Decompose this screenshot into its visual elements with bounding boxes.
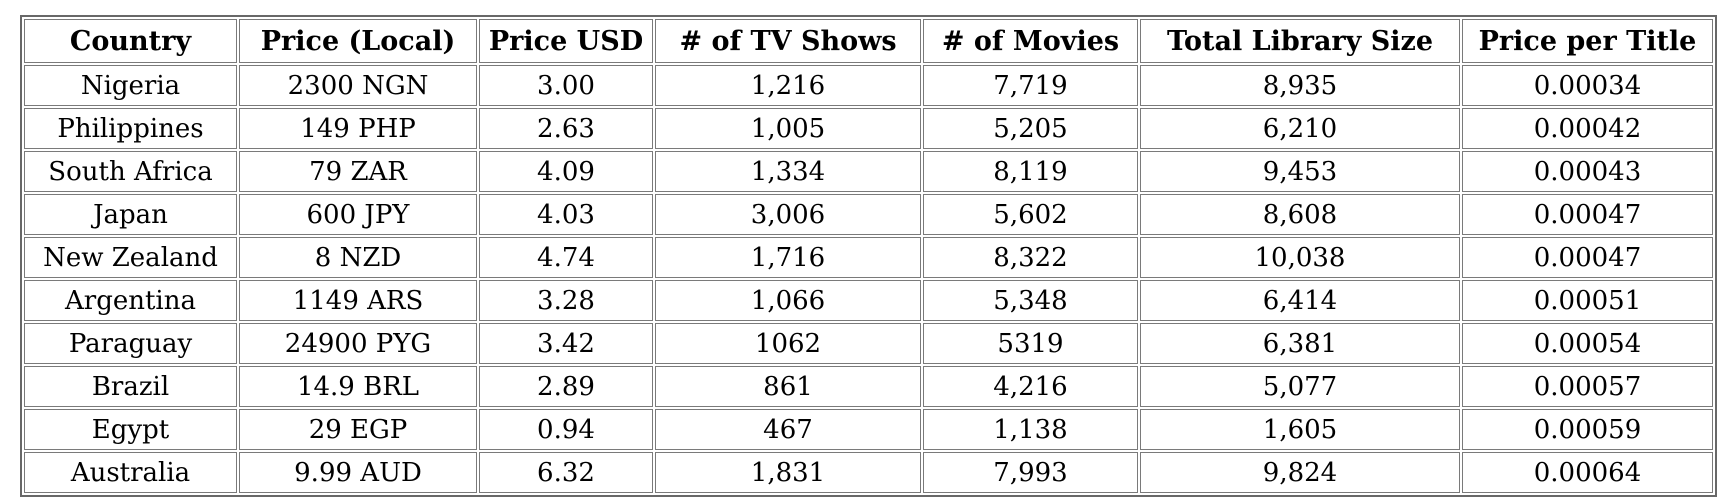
cell-egypt-country: Egypt — [24, 409, 237, 450]
cell-paraguay-of-tv-shows: 1062 — [655, 323, 921, 364]
cell-japan-price-per-title: 0.00047 — [1462, 194, 1713, 235]
cell-new-zealand-price-local: 8 NZD — [239, 237, 477, 278]
cell-nigeria-country: Nigeria — [24, 65, 237, 106]
table-row-argentina: Argentina 1149 ARS 3.28 1,066 5,348 6,414 0.00… — [24, 280, 1713, 321]
column-header-price-usd: Price USD — [479, 19, 653, 63]
cell-japan-price-local: 600 JPY — [239, 194, 477, 235]
cell-argentina-price-per-title: 0.00051 — [1462, 280, 1713, 321]
cell-argentina-price-usd: 3.28 — [479, 280, 653, 321]
cell-brazil-of-tv-shows: 861 — [655, 366, 921, 407]
table-row-japan: Japan 600 JPY 4.03 3,006 5,602 8,608 0.00047 — [24, 194, 1713, 235]
cell-philippines-price-usd: 2.63 — [479, 108, 653, 149]
cell-japan-price-usd: 4.03 — [479, 194, 653, 235]
cell-south-africa-price-local: 79 ZAR — [239, 151, 477, 192]
cell-egypt-price-local: 29 EGP — [239, 409, 477, 450]
cell-paraguay-total-library-size: 6,381 — [1140, 323, 1460, 364]
cell-argentina-of-tv-shows: 1,066 — [655, 280, 921, 321]
cell-argentina-total-library-size: 6,414 — [1140, 280, 1460, 321]
cell-australia-price-usd: 6.32 — [479, 452, 653, 493]
cell-philippines-of-movies: 5,205 — [923, 108, 1138, 149]
cell-new-zealand-of-tv-shows: 1,716 — [655, 237, 921, 278]
table-row-philippines: Philippines 149 PHP 2.63 1,005 5,205 6,210 0.0… — [24, 108, 1713, 149]
table-header: Country Price (Local) Price USD # of TV Sho… — [24, 19, 1713, 63]
cell-philippines-of-tv-shows: 1,005 — [655, 108, 921, 149]
cell-paraguay-of-movies: 5319 — [923, 323, 1138, 364]
cell-egypt-price-usd: 0.94 — [479, 409, 653, 450]
cell-argentina-price-local: 1149 ARS — [239, 280, 477, 321]
cell-philippines-country: Philippines — [24, 108, 237, 149]
cell-argentina-of-movies: 5,348 — [923, 280, 1138, 321]
cell-brazil-country: Brazil — [24, 366, 237, 407]
cell-nigeria-price-per-title: 0.00034 — [1462, 65, 1713, 106]
column-header-total-library-size: Total Library Size — [1140, 19, 1460, 63]
cell-nigeria-of-movies: 7,719 — [923, 65, 1138, 106]
cell-australia-of-movies: 7,993 — [923, 452, 1138, 493]
cell-australia-country: Australia — [24, 452, 237, 493]
cell-brazil-price-usd: 2.89 — [479, 366, 653, 407]
table-row-paraguay: Paraguay 24900 PYG 3.42 1062 5319 6,381 0.0005… — [24, 323, 1713, 364]
cell-new-zealand-total-library-size: 10,038 — [1140, 237, 1460, 278]
header-row: Country Price (Local) Price USD # of TV Sho… — [24, 19, 1713, 63]
table-body: Nigeria 2300 NGN 3.00 1,216 7,719 8,935 0.0003… — [24, 65, 1713, 493]
table-row-australia: Australia 9.99 AUD 6.32 1,831 7,993 9,824 0.00… — [24, 452, 1713, 493]
table-row-brazil: Brazil 14.9 BRL 2.89 861 4,216 5,077 0.00057 — [24, 366, 1713, 407]
cell-south-africa-country: South Africa — [24, 151, 237, 192]
cell-egypt-of-tv-shows: 467 — [655, 409, 921, 450]
cell-south-africa-of-tv-shows: 1,334 — [655, 151, 921, 192]
cell-australia-price-local: 9.99 AUD — [239, 452, 477, 493]
cell-japan-of-tv-shows: 3,006 — [655, 194, 921, 235]
cell-egypt-price-per-title: 0.00059 — [1462, 409, 1713, 450]
cell-nigeria-price-usd: 3.00 — [479, 65, 653, 106]
cell-nigeria-of-tv-shows: 1,216 — [655, 65, 921, 106]
cell-south-africa-price-per-title: 0.00043 — [1462, 151, 1713, 192]
cell-philippines-total-library-size: 6,210 — [1140, 108, 1460, 149]
cell-new-zealand-of-movies: 8,322 — [923, 237, 1138, 278]
data-table: Country Price (Local) Price USD # of TV Sho… — [20, 15, 1717, 497]
cell-brazil-price-local: 14.9 BRL — [239, 366, 477, 407]
cell-south-africa-of-movies: 8,119 — [923, 151, 1138, 192]
cell-paraguay-price-usd: 3.42 — [479, 323, 653, 364]
column-header-price-per-title: Price per Title — [1462, 19, 1713, 63]
table-row-south-africa: South Africa 79 ZAR 4.09 1,334 8,119 9,453 0.0… — [24, 151, 1713, 192]
column-header-of-tv-shows: # of TV Shows — [655, 19, 921, 63]
cell-japan-of-movies: 5,602 — [923, 194, 1138, 235]
cell-new-zealand-price-per-title: 0.00047 — [1462, 237, 1713, 278]
cell-philippines-price-per-title: 0.00042 — [1462, 108, 1713, 149]
cell-new-zealand-price-usd: 4.74 — [479, 237, 653, 278]
cell-nigeria-price-local: 2300 NGN — [239, 65, 477, 106]
cell-brazil-total-library-size: 5,077 — [1140, 366, 1460, 407]
cell-new-zealand-country: New Zealand — [24, 237, 237, 278]
cell-south-africa-price-usd: 4.09 — [479, 151, 653, 192]
cell-japan-total-library-size: 8,608 — [1140, 194, 1460, 235]
cell-brazil-price-per-title: 0.00057 — [1462, 366, 1713, 407]
cell-egypt-total-library-size: 1,605 — [1140, 409, 1460, 450]
column-header-country: Country — [24, 19, 237, 63]
cell-argentina-country: Argentina — [24, 280, 237, 321]
column-header-of-movies: # of Movies — [923, 19, 1138, 63]
cell-egypt-of-movies: 1,138 — [923, 409, 1138, 450]
cell-paraguay-country: Paraguay — [24, 323, 237, 364]
table-row-new-zealand: New Zealand 8 NZD 4.74 1,716 8,322 10,038 0.00… — [24, 237, 1713, 278]
column-header-price-local: Price (Local) — [239, 19, 477, 63]
table-row-nigeria: Nigeria 2300 NGN 3.00 1,216 7,719 8,935 0.0003… — [24, 65, 1713, 106]
cell-japan-country: Japan — [24, 194, 237, 235]
cell-australia-of-tv-shows: 1,831 — [655, 452, 921, 493]
cell-philippines-price-local: 149 PHP — [239, 108, 477, 149]
cell-paraguay-price-local: 24900 PYG — [239, 323, 477, 364]
cell-south-africa-total-library-size: 9,453 — [1140, 151, 1460, 192]
cell-australia-total-library-size: 9,824 — [1140, 452, 1460, 493]
cell-australia-price-per-title: 0.00064 — [1462, 452, 1713, 493]
cell-paraguay-price-per-title: 0.00054 — [1462, 323, 1713, 364]
table-row-egypt: Egypt 29 EGP 0.94 467 1,138 1,605 0.00059 — [24, 409, 1713, 450]
cell-brazil-of-movies: 4,216 — [923, 366, 1138, 407]
cell-nigeria-total-library-size: 8,935 — [1140, 65, 1460, 106]
